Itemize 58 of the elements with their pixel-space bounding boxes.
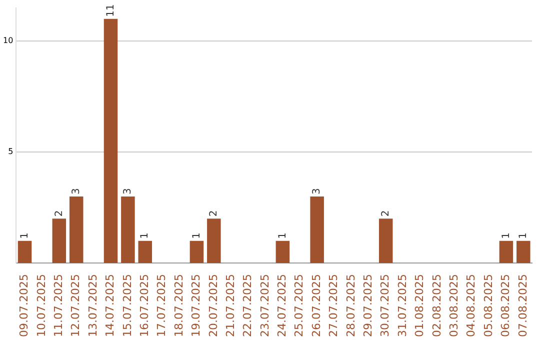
x-tick-label: 11.07.2025 — [52, 274, 66, 338]
x-tick-label: 23.07.2025 — [258, 274, 272, 338]
x-tick-label: 28.07.2025 — [344, 274, 358, 338]
x-tick-label: 13.07.2025 — [86, 274, 100, 338]
x-tick-label: 10.07.2025 — [34, 274, 48, 338]
x-tick-label: 05.08.2025 — [482, 274, 495, 338]
x-tick-label: 03.08.2025 — [447, 274, 460, 338]
x-tick-label: 04.08.2025 — [464, 274, 478, 338]
data-label: 3 — [122, 188, 134, 194]
x-tick-label: 24.07.2025 — [276, 274, 289, 338]
data-label: 2 — [380, 210, 392, 217]
y-tick-label: 5 — [8, 147, 14, 156]
bar — [276, 240, 290, 264]
x-tick-label: 12.07.2025 — [69, 274, 82, 338]
x-tick-label: 22.07.2025 — [241, 274, 254, 338]
x-tick-label: 19.07.2025 — [190, 274, 203, 338]
x-tick-label: 07.08.2025 — [516, 274, 530, 338]
bar — [499, 240, 514, 264]
x-tick-label: 20.07.2025 — [206, 274, 220, 338]
data-label: 2 — [208, 210, 220, 217]
bar — [18, 240, 32, 264]
data-label: 1 — [500, 232, 512, 239]
data-label: 1 — [191, 232, 202, 239]
bar — [190, 240, 204, 264]
data-label: 2 — [54, 210, 65, 217]
bar — [104, 18, 118, 264]
data-label: 1 — [140, 232, 151, 239]
bar — [378, 218, 393, 264]
x-tick-label: 29.07.2025 — [362, 274, 375, 338]
x-tick-label: 09.07.2025 — [18, 274, 31, 338]
bar — [516, 240, 530, 264]
x-tick-label: 06.08.2025 — [499, 274, 512, 338]
bar — [207, 218, 221, 264]
bar — [69, 196, 84, 264]
x-tick-label: 17.07.2025 — [155, 274, 168, 338]
x-tick-label: 14.07.2025 — [104, 274, 117, 338]
x-tick-label: 15.07.2025 — [120, 274, 134, 338]
x-tick-label: 30.07.2025 — [378, 274, 392, 338]
x-tick-label: 02.08.2025 — [430, 274, 444, 338]
data-label: 3 — [312, 188, 323, 194]
x-tick-label: 21.07.2025 — [224, 274, 237, 338]
bar — [310, 196, 324, 264]
data-label: 1 — [277, 232, 288, 239]
x-tick-label: 25.07.2025 — [292, 274, 306, 338]
data-label: 1 — [19, 232, 30, 239]
bar — [138, 240, 152, 264]
bar — [121, 196, 135, 264]
y-tick-label: 10 — [2, 36, 14, 46]
x-tick-label: 31.07.2025 — [396, 274, 409, 338]
x-tick-label: 16.07.2025 — [138, 274, 151, 338]
x-tick-label: 26.07.2025 — [310, 274, 323, 338]
data-label: 11 — [105, 4, 116, 17]
data-label: 3 — [70, 188, 82, 194]
x-tick-label: 01.08.2025 — [413, 274, 426, 338]
x-tick-label: 27.07.2025 — [327, 274, 340, 338]
bar — [52, 218, 66, 264]
x-tick-label: 18.07.2025 — [172, 274, 186, 338]
data-label: 1 — [518, 232, 529, 239]
